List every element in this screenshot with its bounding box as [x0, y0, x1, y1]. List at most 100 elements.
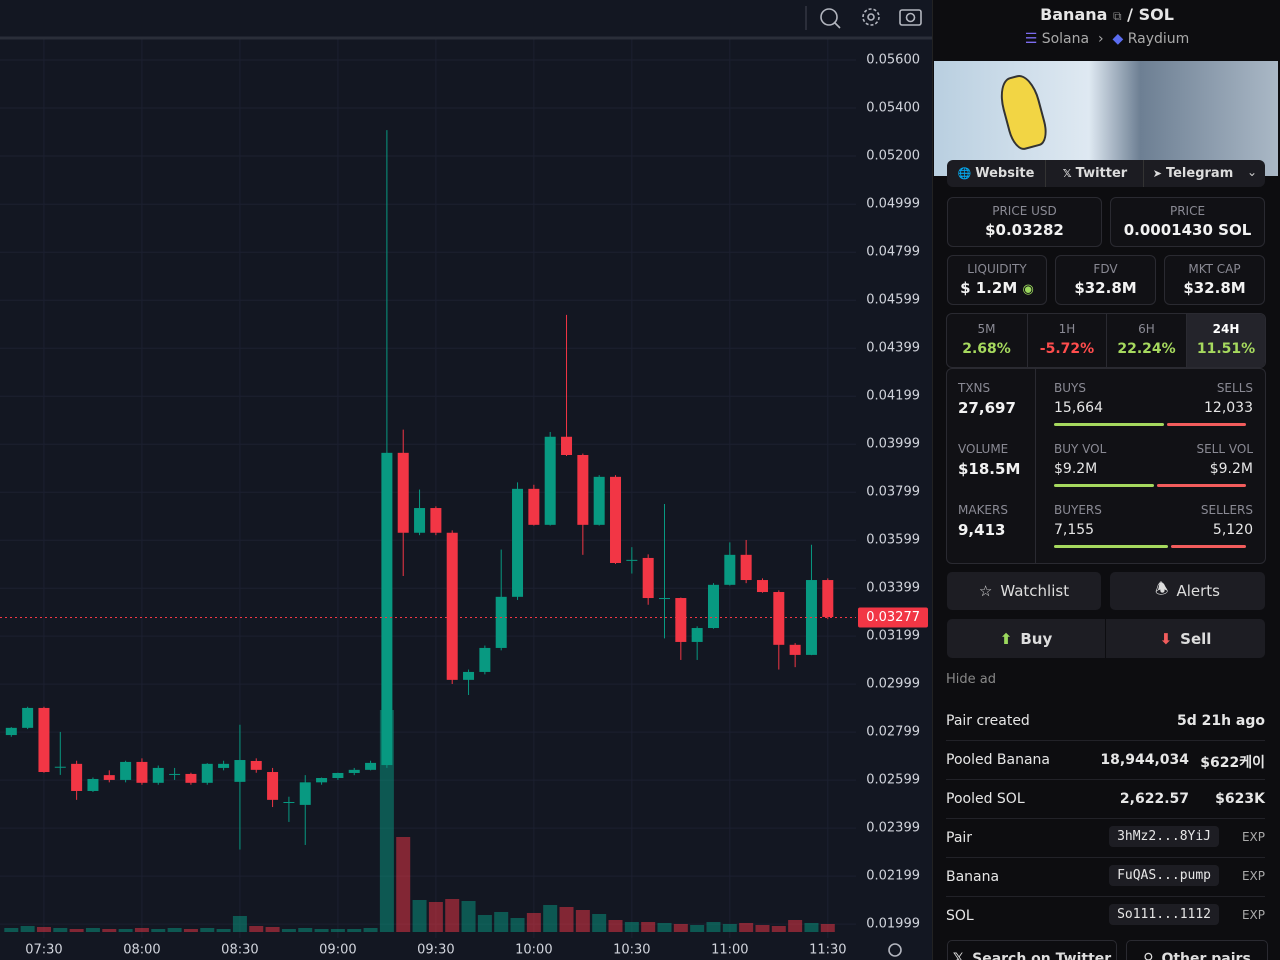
- metric-label: VOLUME: [958, 442, 1009, 456]
- info-label: Pair: [946, 830, 973, 846]
- candle-body: [316, 778, 328, 783]
- candle-body: [528, 488, 540, 525]
- current-price-tag: [858, 607, 928, 628]
- banana-art: [995, 71, 1051, 153]
- y-tick-label: 0.02399: [866, 821, 920, 836]
- x-tick-label: 07:30: [25, 943, 62, 958]
- button-label: Buy: [1020, 629, 1053, 648]
- change-value: -5.72%: [1039, 341, 1095, 357]
- change-tab[interactable]: 24H 11.51%: [1185, 314, 1265, 367]
- metric-value: 27,697: [958, 399, 1016, 417]
- volume-bar: [36, 927, 51, 932]
- change-tab[interactable]: 6H 22.24%: [1106, 314, 1186, 367]
- social-link[interactable]: ➤ Telegram: [1143, 160, 1242, 187]
- sell-ratio-bar: [1157, 484, 1246, 487]
- candle-body: [414, 508, 426, 533]
- buy-value: 15,664: [1054, 400, 1103, 416]
- buy-label: BUYERS: [1054, 503, 1102, 517]
- y-tick-label: 0.05600: [866, 52, 920, 67]
- candle-body: [430, 508, 442, 533]
- candle-body: [22, 707, 34, 728]
- candle-body: [642, 557, 654, 599]
- volume-bar: [608, 920, 623, 932]
- candle-body: [283, 802, 295, 804]
- change-tab[interactable]: 5M 2.68%: [947, 314, 1026, 367]
- volume-bar: [118, 929, 133, 932]
- candle-body: [250, 760, 262, 770]
- volume-bar: [804, 923, 819, 932]
- candle-body: [185, 773, 197, 783]
- change-tab[interactable]: 1H -5.72%: [1026, 314, 1107, 367]
- candle-body: [773, 592, 785, 645]
- link-label: Twitter: [1075, 166, 1128, 181]
- toolbar: [0, 0, 932, 37]
- metric-label: MAKERS: [958, 503, 1008, 517]
- volume-bar: [706, 922, 721, 932]
- address-chip[interactable]: FuQAS...pump: [1109, 865, 1219, 886]
- price-change-tabs: 5M 2.68% 1H -5.72% 6H 22.24% 24H 11.51%: [946, 313, 1266, 368]
- axis-settings-icon[interactable]: [888, 943, 902, 957]
- search-twitter-button[interactable]: 𝕏 Search on Twitter: [947, 940, 1117, 960]
- volume-bar: [559, 907, 574, 932]
- candle-body: [5, 727, 17, 736]
- volume-bar: [771, 926, 786, 932]
- volume-bar: [69, 929, 84, 932]
- y-tick-label: 0.05200: [866, 148, 920, 163]
- info-label: Pair created: [946, 713, 1030, 729]
- alerts-button[interactable]: 🕭 Alerts: [1110, 572, 1265, 610]
- y-tick-label: 0.02599: [866, 773, 920, 788]
- explorer-link[interactable]: EXP: [1241, 908, 1265, 922]
- volume-bar: [657, 923, 672, 932]
- explorer-link[interactable]: EXP: [1241, 869, 1265, 883]
- chain-name[interactable]: Solana: [1041, 31, 1090, 47]
- candle-body: [512, 488, 524, 597]
- volume-bar: [690, 925, 705, 932]
- x-tick-label: 11:30: [809, 943, 846, 958]
- indicator-icon[interactable]: [820, 8, 838, 26]
- more-links[interactable]: ⌄: [1246, 165, 1257, 179]
- candle-body: [463, 671, 475, 680]
- sell-button[interactable]: ⬇ Sell: [1106, 619, 1265, 658]
- button-label: Search on Twitter: [972, 951, 1112, 960]
- candle-body: [152, 767, 164, 783]
- volume-bar: [412, 900, 427, 932]
- other-pairs-button[interactable]: ⚲ Other pairs: [1126, 940, 1268, 960]
- x-tick-label: 11:00: [711, 943, 748, 958]
- sell-ratio-bar: [1171, 545, 1246, 548]
- dex-name[interactable]: Raydium: [1127, 31, 1190, 47]
- volume-bar: [461, 901, 476, 932]
- link-label: Website: [975, 166, 1035, 181]
- candle-body: [381, 452, 393, 766]
- y-tick-label: 0.03399: [866, 581, 920, 596]
- hide-ad-link[interactable]: Hide ad: [946, 672, 996, 687]
- volume-bar: [134, 928, 149, 932]
- pair-chain: ☰ Solana › ◆ Raydium: [1024, 31, 1190, 47]
- price-chart: 0.05600 0.05400 0.05200 0.04999 0.04799 0.045…: [0, 0, 932, 960]
- watchlist-button[interactable]: ☆ Watchlist: [947, 572, 1101, 610]
- volume-bar: [820, 924, 835, 932]
- y-tick-label: 0.04599: [866, 293, 920, 308]
- stat-card: MKT CAP $32.8M: [1164, 255, 1265, 305]
- y-tick-label: 0.05400: [866, 100, 920, 115]
- settings-icon[interactable]: [862, 8, 880, 26]
- buy-ratio-bar: [1054, 423, 1164, 426]
- x-tick-label: 09:30: [417, 943, 454, 958]
- volume-bar: [183, 929, 198, 932]
- address-chip[interactable]: So111...1112: [1109, 904, 1219, 925]
- candle-body: [87, 778, 99, 791]
- stat-value: $0.03282: [985, 221, 1064, 239]
- explorer-link[interactable]: EXP: [1241, 830, 1265, 844]
- screenshot-icon[interactable]: [899, 9, 922, 26]
- stat-label: FDV: [1093, 262, 1118, 276]
- buy-button[interactable]: ⬆ Buy: [947, 619, 1105, 658]
- y-tick-label: 0.03199: [866, 629, 920, 644]
- social-link[interactable]: 𝕏 Twitter: [1045, 160, 1144, 187]
- screenshot-icon-lens: [905, 12, 916, 23]
- stat-label: MKT CAP: [1188, 262, 1241, 276]
- address-chip[interactable]: 3hMz2...8YiJ: [1109, 826, 1219, 847]
- candle-body: [593, 476, 605, 525]
- candle-body: [169, 773, 181, 775]
- info-usd: $623K: [1215, 791, 1265, 807]
- social-link[interactable]: 🌐 Website: [957, 166, 1035, 181]
- x-tick-label: 09:00: [319, 943, 356, 958]
